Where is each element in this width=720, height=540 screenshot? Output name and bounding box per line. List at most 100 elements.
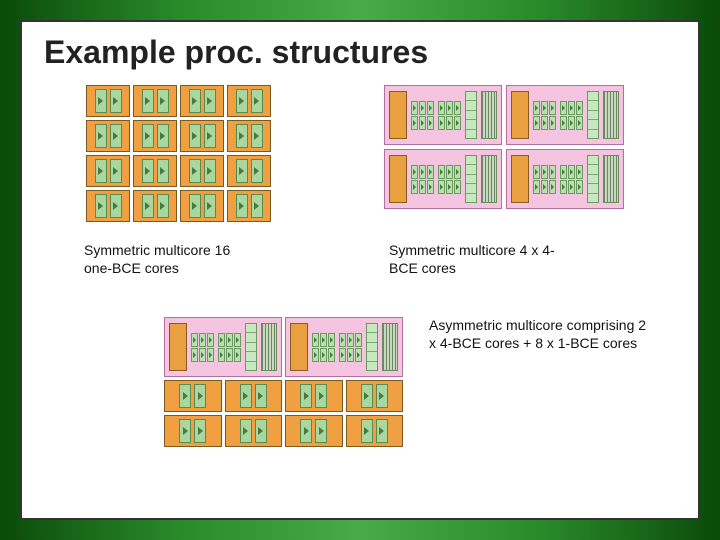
cache-block-icon — [389, 155, 407, 203]
core-unit-icon — [142, 124, 154, 148]
core-unit-icon — [204, 194, 216, 218]
bce-core-tile — [227, 190, 271, 222]
register-file-icon — [465, 155, 477, 203]
bce-core-tile — [285, 415, 343, 447]
cache-block-icon — [290, 323, 308, 371]
exec-unit-icon — [207, 333, 214, 347]
figure-symmetric-16 — [86, 85, 271, 222]
core-unit-icon — [251, 194, 263, 218]
cache-block-icon — [511, 91, 529, 139]
figure-symmetric-4x4bce — [384, 85, 624, 209]
exec-cluster-icon — [560, 165, 583, 194]
exec-cluster-icon — [438, 101, 461, 130]
exec-cluster-icon — [560, 101, 583, 130]
exec-unit-icon — [339, 333, 346, 347]
exec-unit-icon — [533, 165, 540, 179]
exec-unit-icon — [438, 165, 445, 179]
exec-unit-icon — [454, 116, 461, 130]
four-bce-core-tile — [164, 317, 282, 377]
exec-unit-icon — [446, 116, 453, 130]
pipeline-stripes-icon — [382, 323, 398, 371]
exec-unit-icon — [560, 101, 567, 115]
bce-core-tile — [227, 155, 271, 187]
register-file-icon — [366, 323, 378, 371]
exec-cluster-icon — [438, 165, 461, 194]
exec-unit-icon — [438, 180, 445, 194]
exec-unit-icon — [446, 101, 453, 115]
exec-cluster-icon — [533, 165, 556, 194]
core-unit-icon — [376, 384, 388, 408]
bce-core-tile — [86, 120, 130, 152]
core-unit-icon — [95, 194, 107, 218]
exec-unit-icon — [234, 333, 241, 347]
core-unit-icon — [315, 419, 327, 443]
pipeline-stripes-icon — [481, 91, 497, 139]
exec-unit-icon — [328, 333, 335, 347]
exec-unit-icon — [560, 180, 567, 194]
core-unit-icon — [110, 159, 122, 183]
exec-unit-icon — [419, 165, 426, 179]
exec-unit-icon — [191, 333, 198, 347]
exec-unit-icon — [411, 116, 418, 130]
exec-unit-icon — [541, 116, 548, 130]
core-unit-icon — [142, 194, 154, 218]
core-unit-icon — [110, 194, 122, 218]
exec-unit-icon — [411, 101, 418, 115]
core-unit-icon — [194, 384, 206, 408]
exec-unit-icon — [576, 101, 583, 115]
exec-unit-icon — [568, 165, 575, 179]
exec-unit-icon — [347, 348, 354, 362]
exec-unit-icon — [226, 333, 233, 347]
exec-unit-icon — [568, 180, 575, 194]
exec-unit-icon — [339, 348, 346, 362]
core-unit-icon — [179, 384, 191, 408]
exec-unit-icon — [234, 348, 241, 362]
figure-asymmetric — [164, 317, 403, 447]
cache-block-icon — [389, 91, 407, 139]
slide: Example proc. structures Symmetric multi… — [20, 20, 700, 520]
four-bce-core-tile — [285, 317, 403, 377]
bce-core-tile — [86, 85, 130, 117]
core-unit-icon — [236, 89, 248, 113]
core-unit-icon — [157, 159, 169, 183]
core-unit-icon — [142, 159, 154, 183]
pipeline-stripes-icon — [603, 91, 619, 139]
exec-unit-icon — [446, 165, 453, 179]
four-bce-core-tile — [506, 85, 624, 145]
core-unit-icon — [236, 124, 248, 148]
four-bce-core-tile — [384, 85, 502, 145]
core-unit-icon — [300, 384, 312, 408]
four-bce-core-tile — [384, 149, 502, 209]
exec-unit-icon — [533, 101, 540, 115]
exec-unit-icon — [411, 180, 418, 194]
exec-unit-icon — [355, 348, 362, 362]
bce-core-tile — [180, 190, 224, 222]
core-unit-icon — [361, 419, 373, 443]
exec-unit-icon — [218, 333, 225, 347]
bce-core-tile — [133, 85, 177, 117]
cache-block-icon — [169, 323, 187, 371]
core-unit-icon — [189, 89, 201, 113]
content-area: Symmetric multicore 16 one-BCE cores Sym… — [44, 77, 676, 507]
exec-cluster-icon — [411, 101, 434, 130]
exec-unit-icon — [419, 180, 426, 194]
core-unit-icon — [251, 124, 263, 148]
core-unit-icon — [251, 89, 263, 113]
bce-core-tile — [180, 155, 224, 187]
core-unit-icon — [189, 159, 201, 183]
exec-unit-icon — [218, 348, 225, 362]
bce-core-tile — [86, 190, 130, 222]
core-unit-icon — [255, 384, 267, 408]
core-unit-icon — [204, 89, 216, 113]
bce-core-tile — [285, 380, 343, 412]
exec-unit-icon — [411, 165, 418, 179]
core-unit-icon — [157, 89, 169, 113]
exec-unit-icon — [549, 180, 556, 194]
core-unit-icon — [240, 384, 252, 408]
exec-unit-icon — [226, 348, 233, 362]
bce-core-tile — [225, 415, 283, 447]
core-unit-icon — [189, 194, 201, 218]
core-unit-icon — [95, 124, 107, 148]
core-unit-icon — [194, 419, 206, 443]
pipeline-stripes-icon — [481, 155, 497, 203]
